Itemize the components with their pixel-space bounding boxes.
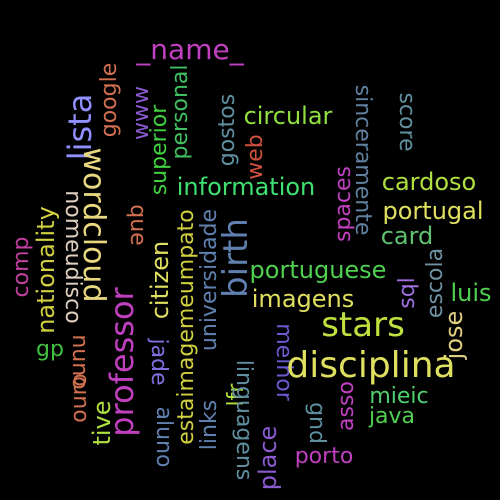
word-cardoso: cardoso (381, 168, 477, 196)
word-birth: birth (216, 218, 256, 298)
word-portugal: portugal (382, 197, 484, 225)
word-personal: personal (168, 64, 193, 160)
word-circular: circular (243, 102, 333, 130)
word-place: place (254, 425, 282, 491)
word-card: card (380, 222, 434, 250)
word-name: _name_ (136, 33, 244, 66)
word-stars: stars (321, 305, 405, 345)
word-score: score (394, 92, 419, 152)
word-google: google (97, 62, 122, 138)
word-information: information (176, 173, 316, 201)
word-nationality: nationality (32, 206, 60, 334)
word-que: que (125, 204, 150, 246)
word-citizen: citizen (146, 240, 174, 320)
word-gostos: gostos (215, 93, 240, 167)
word-disciplina: disciplina (286, 345, 456, 386)
word-portuguese: portuguese (249, 256, 387, 284)
word-mieic: mieic (369, 384, 429, 409)
word-nomeudisco: nomeudisco (60, 190, 85, 324)
word-java: java (368, 404, 416, 429)
word-porto: porto (294, 444, 354, 469)
word-escola: escola (423, 247, 448, 319)
word-links: links (197, 399, 222, 451)
word-spaces: spaces (331, 165, 356, 243)
word-luis: luis (450, 279, 492, 307)
word-asso: asso (334, 381, 359, 431)
word-linguagens: linguagens (231, 359, 256, 481)
word-gnd: gnd (304, 402, 329, 444)
word-comp: comp (9, 236, 34, 298)
word-aluno: aluno (151, 406, 176, 468)
word-estaimagemeumpato: estaimagemeumpato (174, 209, 199, 445)
word-gp: gp (36, 337, 64, 362)
word-jade: jade (146, 338, 171, 386)
word-imagens: imagens (251, 285, 355, 313)
word-tive: tive (88, 400, 116, 446)
